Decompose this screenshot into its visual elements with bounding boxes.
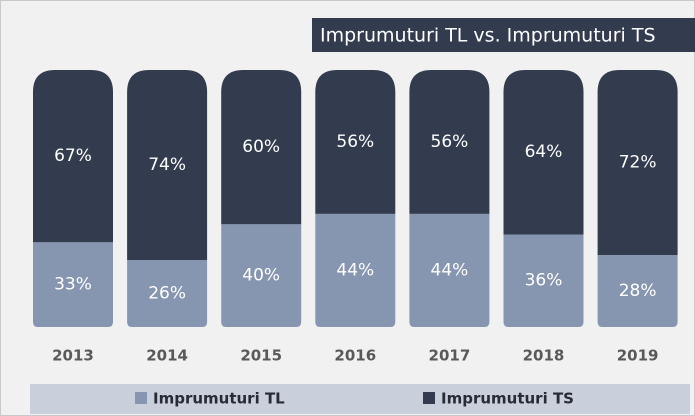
bar-value-label: 44%: [431, 260, 469, 280]
bar-value-label: 60%: [242, 137, 280, 157]
bar-segment: [597, 255, 678, 327]
title-box: [312, 18, 695, 52]
bar-value-label: 33%: [54, 275, 92, 295]
chart-title: Imprumuturi TL vs. Imprumuturi TS: [320, 25, 656, 47]
bar-value-label: 64%: [525, 142, 563, 162]
bar-segment: [127, 70, 208, 261]
legend-band: [30, 384, 690, 414]
bar-segment: [221, 70, 302, 225]
bar-segment: [503, 234, 584, 327]
bar-segment: [409, 213, 490, 327]
bar-value-label: 26%: [148, 284, 186, 304]
x-tick-label: 2014: [146, 347, 188, 365]
legend-swatch: [423, 392, 435, 404]
bar-segment: [33, 242, 113, 327]
legend-label: Imprumuturi TS: [441, 390, 574, 408]
x-tick-label: 2018: [523, 347, 565, 365]
bar-segment: [221, 224, 302, 327]
bar-segment: [315, 213, 396, 327]
bar-value-label: 28%: [619, 281, 657, 301]
x-tick-label: 2013: [52, 347, 94, 365]
bar-value-label: 56%: [336, 132, 374, 152]
x-tick-label: 2019: [617, 347, 659, 365]
bar-value-label: 40%: [242, 266, 280, 286]
bar-segment: [503, 70, 584, 235]
legend-label: Imprumuturi TL: [153, 390, 285, 408]
bar-value-label: 44%: [336, 260, 374, 280]
bar-segment: [127, 260, 208, 327]
bar-value-label: 36%: [525, 271, 563, 291]
bar-segment: [33, 70, 113, 243]
bar-value-label: 72%: [619, 153, 657, 173]
bar-value-label: 74%: [148, 155, 186, 175]
x-tick-label: 2017: [429, 347, 471, 365]
bar-segment: [409, 70, 490, 214]
bar-segment: [597, 70, 678, 256]
bar-value-label: 56%: [431, 132, 469, 152]
bar-value-label: 67%: [54, 146, 92, 166]
bar-segment: [315, 70, 396, 214]
x-tick-label: 2015: [240, 347, 282, 365]
legend-swatch: [135, 392, 147, 404]
x-tick-label: 2016: [334, 347, 376, 365]
